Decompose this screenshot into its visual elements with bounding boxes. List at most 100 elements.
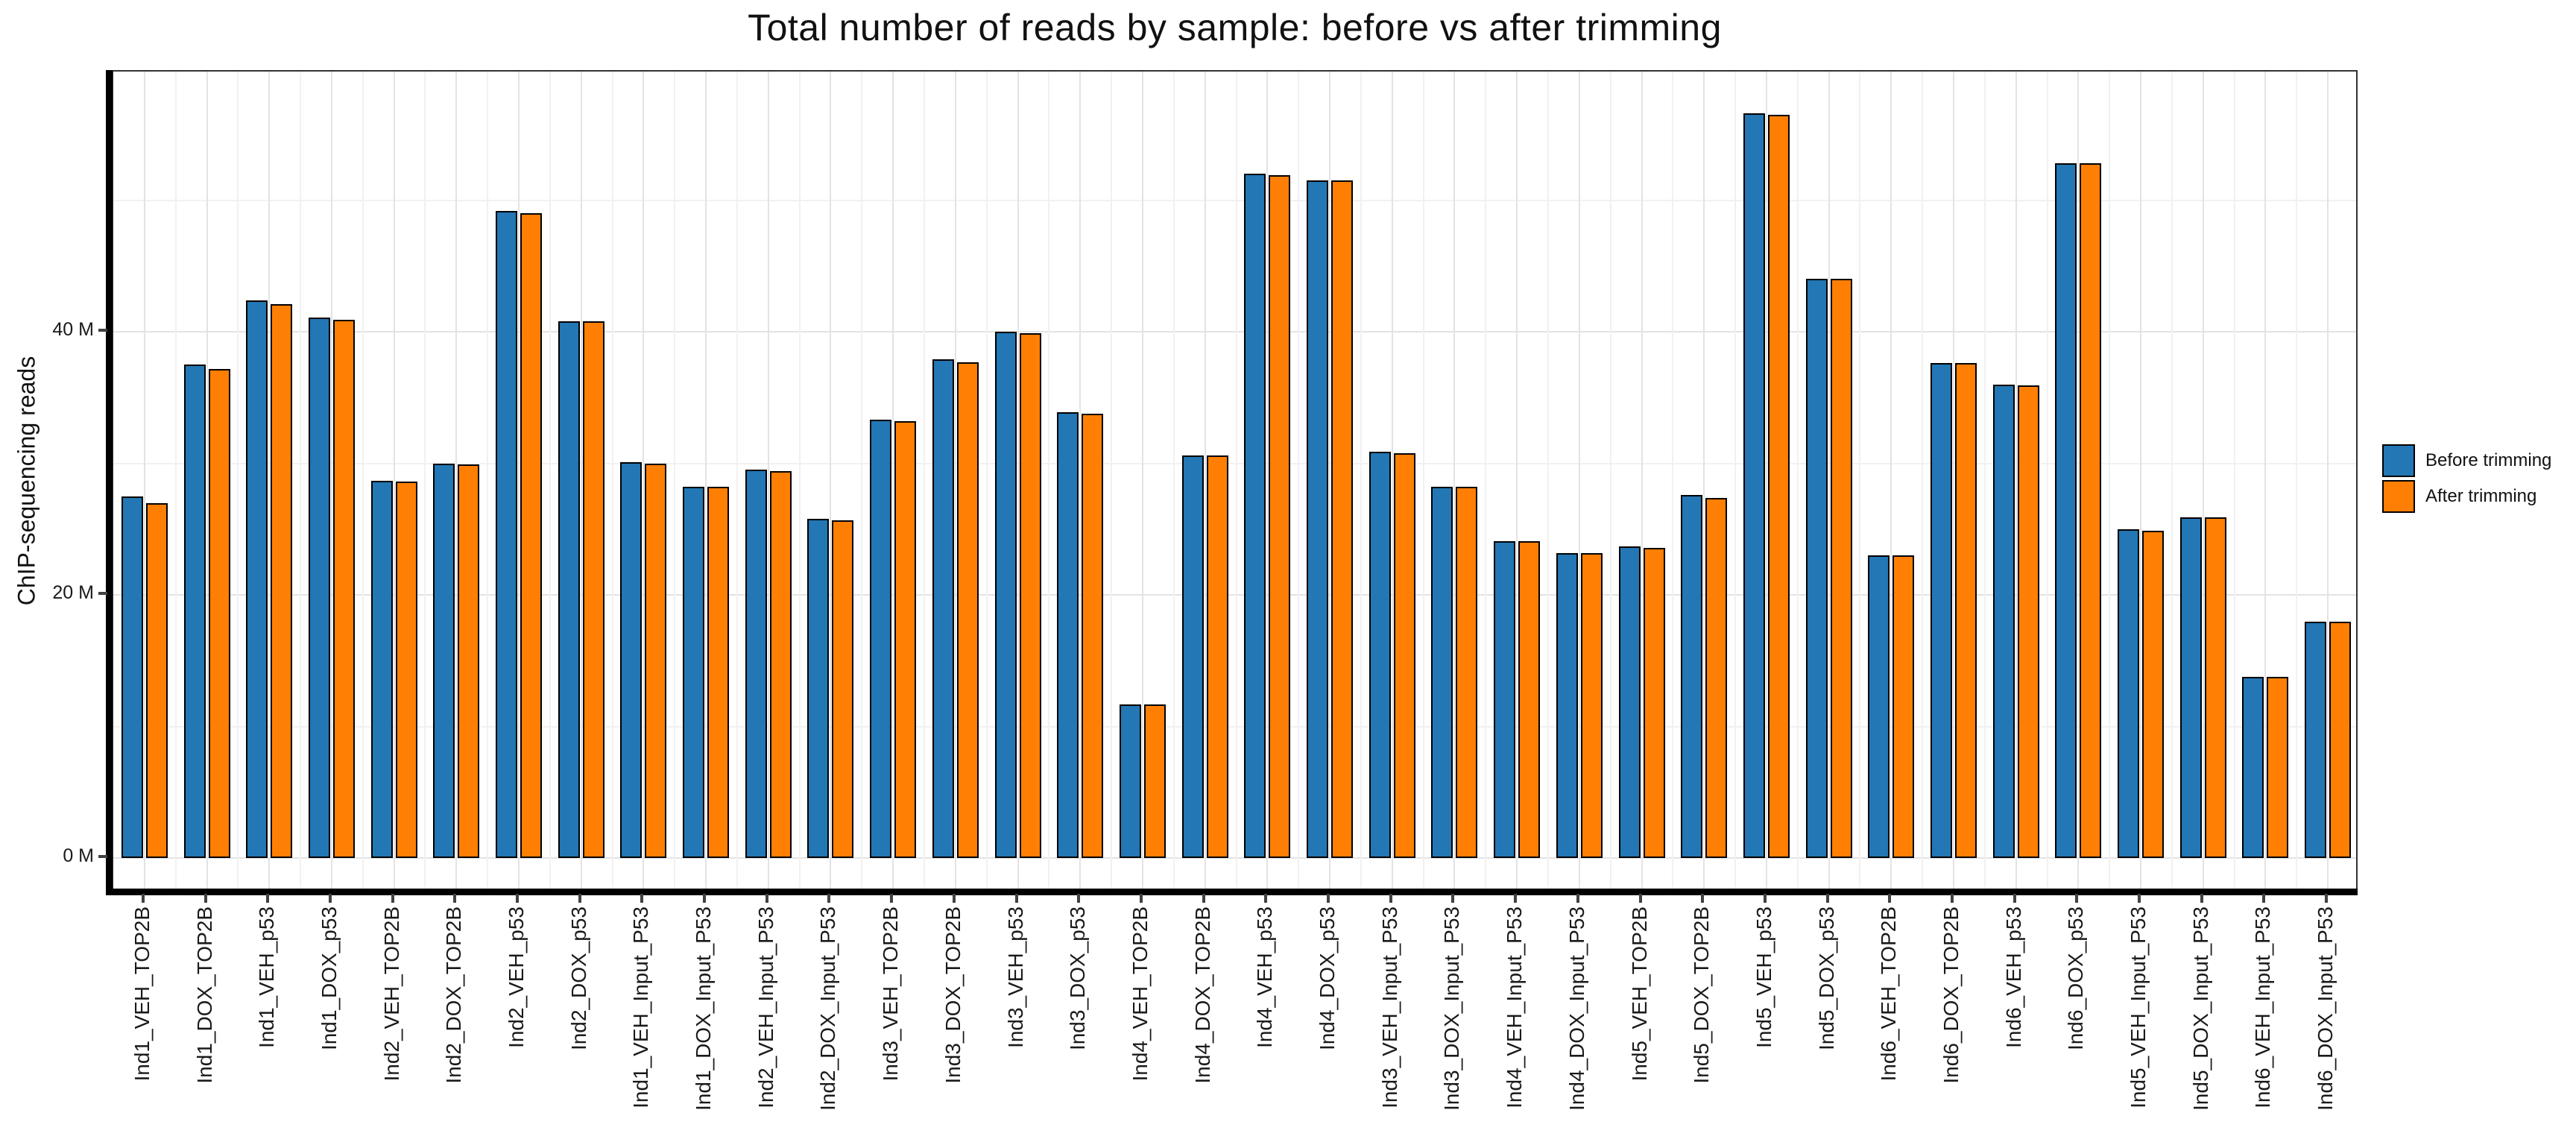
gridline-vertical [1204, 72, 1206, 891]
bar-after [1643, 547, 1665, 859]
x-tick-label: Ind4_DOX_p53 [1316, 906, 1339, 1051]
gridline-vertical [1329, 72, 1331, 891]
bar-after [2204, 517, 2226, 859]
gridline-vertical-minor [861, 72, 863, 891]
x-tick-label: Ind4_DOX_TOP2B [1190, 906, 1214, 1084]
bar-after [1269, 175, 1291, 859]
gridline-vertical-minor [2109, 72, 2111, 891]
bar-before [1244, 174, 1266, 859]
gridline-vertical-minor [1235, 72, 1237, 891]
bar-after [894, 421, 917, 859]
x-tick-label: Ind2_VEH_p53 [505, 906, 528, 1048]
x-tick-label: Ind3_VEH_p53 [1003, 906, 1027, 1048]
x-tick-label: Ind5_VEH_p53 [1752, 906, 1775, 1048]
bar-before [1743, 113, 1765, 859]
x-tick-label: Ind1_VEH_Input_P53 [629, 906, 653, 1108]
bar-after [2080, 163, 2102, 859]
x-tick-mark [1950, 894, 1954, 903]
gridline-vertical-minor [611, 72, 613, 891]
bar-after [707, 487, 730, 859]
legend-swatch-after-icon [2382, 480, 2415, 513]
bar-after [332, 320, 355, 859]
gridline-vertical-minor [1859, 72, 1861, 891]
gridline-vertical-minor [798, 72, 801, 891]
x-tick-mark [1264, 894, 1268, 903]
gridline-vertical [705, 72, 707, 891]
y-tick-mark [98, 329, 107, 332]
y-tick-label: 20 M [52, 582, 94, 604]
gridline-vertical [830, 72, 832, 891]
gridline-vertical [330, 72, 332, 891]
gridline-vertical [1578, 72, 1580, 891]
x-tick-mark [1389, 894, 1392, 903]
x-tick-mark [2262, 894, 2266, 903]
bar-before [1868, 555, 1890, 859]
gridline-vertical-minor [1360, 72, 1362, 891]
x-tick-label: Ind3_DOX_Input_P53 [1440, 906, 1464, 1111]
gridline-minor [113, 199, 2356, 201]
gridline-vertical [2264, 72, 2267, 891]
gridline-vertical [1266, 72, 1269, 891]
gridline-vertical-minor [1422, 72, 1424, 891]
x-tick-label: Ind1_VEH_p53 [255, 906, 279, 1048]
bar-before [1431, 487, 1453, 859]
bar-after [1456, 487, 1478, 859]
bar-before [1556, 552, 1578, 859]
bar-before [1681, 495, 1703, 859]
gridline-vertical [1017, 72, 1019, 891]
bar-after [1393, 452, 1415, 859]
bar-after [208, 368, 230, 859]
bar-before [2305, 621, 2327, 859]
bar-before [1494, 540, 1516, 859]
y-axis-title: ChIP-sequencing reads [13, 356, 40, 606]
bar-before [1618, 546, 1641, 859]
bar-before [1057, 411, 1079, 859]
x-tick-mark [703, 894, 707, 903]
x-tick-mark [1825, 894, 1829, 903]
gridline-major [113, 857, 2356, 859]
legend-item-after: After trimming [2382, 480, 2551, 513]
x-tick-mark [827, 894, 831, 903]
bar-before [1805, 279, 1828, 859]
x-tick-label: Ind1_DOX_Input_P53 [692, 906, 716, 1111]
bar-before [1181, 455, 1204, 859]
x-tick-label: Ind1_DOX_TOP2B [192, 906, 216, 1084]
gridline-vertical-minor [300, 72, 302, 891]
x-tick-label: Ind5_DOX_p53 [1814, 906, 1838, 1051]
bar-after [458, 464, 480, 859]
plot-panel [112, 70, 2358, 892]
x-tick-mark [1327, 894, 1330, 903]
gridline-vertical [2077, 72, 2080, 891]
gridline-vertical-minor [1485, 72, 1487, 891]
legend: Before trimming After trimming [2382, 444, 2551, 516]
y-axis-line [106, 70, 113, 892]
x-tick-label: Ind4_VEH_p53 [1253, 906, 1277, 1048]
x-tick-mark [1014, 894, 1018, 903]
bar-before [308, 317, 330, 859]
bar-before [620, 461, 643, 859]
gridline-vertical-minor [424, 72, 426, 891]
x-tick-label: Ind3_VEH_TOP2B [879, 906, 903, 1082]
bar-after [2329, 621, 2352, 859]
gridline-vertical [1079, 72, 1082, 891]
gridline-vertical [2015, 72, 2017, 891]
gridline-vertical [268, 72, 271, 891]
gridline-minor [113, 725, 2356, 728]
gridline-vertical-minor [237, 72, 239, 891]
bar-before [2242, 676, 2264, 859]
x-tick-label: Ind1_VEH_TOP2B [130, 906, 154, 1082]
gridline-vertical-minor [2171, 72, 2173, 891]
bar-before [807, 518, 830, 859]
legend-label-after: After trimming [2425, 486, 2537, 506]
gridline-vertical [767, 72, 769, 891]
gridline-vertical [2327, 72, 2329, 891]
bar-after [1892, 555, 1915, 859]
y-tick-label: 0 M [63, 845, 94, 867]
bar-after [832, 520, 854, 859]
x-tick-mark [2012, 894, 2016, 903]
gridline-vertical [2140, 72, 2142, 891]
x-tick-mark [578, 894, 581, 903]
y-tick-mark [98, 592, 107, 596]
x-tick-mark [2200, 894, 2203, 903]
bar-before [1930, 363, 1952, 859]
